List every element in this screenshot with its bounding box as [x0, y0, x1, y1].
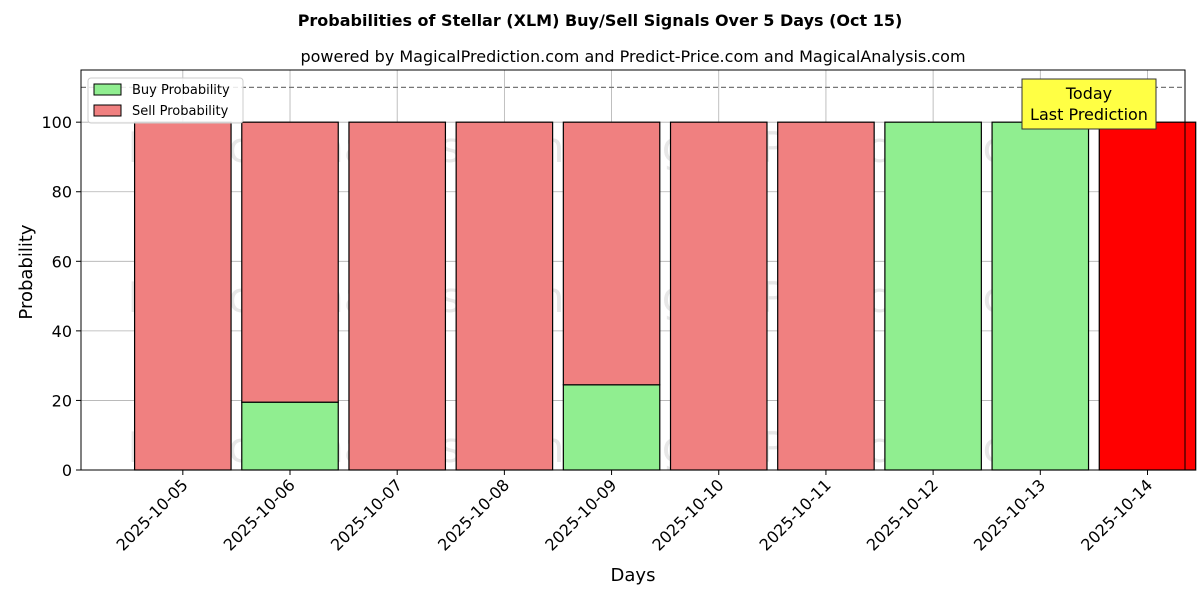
legend-swatch [93, 104, 122, 117]
legend-swatch [93, 83, 122, 96]
bars-layer [133, 121, 1197, 471]
sell-bar [455, 121, 554, 471]
x-tick-label: 2025-10-10 [648, 475, 727, 554]
sell-bar [777, 121, 875, 471]
y-tick-label: 80 [52, 183, 72, 202]
x-tick-label: 2025-10-13 [970, 475, 1049, 554]
chart-title: Probabilities of Stellar (XLM) Buy/Sell … [298, 11, 903, 30]
x-tick-label: 2025-10-05 [112, 475, 191, 554]
today-box [1021, 78, 1157, 130]
last-prediction-label: Last Prediction [1030, 105, 1148, 124]
legend-label: Buy Probability [132, 83, 230, 98]
x-tick-label: 2025-10-06 [220, 475, 299, 554]
plot-frame [80, 69, 1186, 471]
sell-bar [241, 121, 339, 403]
buy-bar [562, 384, 661, 471]
x-tick-label: 2025-10-08 [434, 475, 513, 554]
y-tick-label: 100 [41, 113, 72, 132]
today-label: Today [1065, 84, 1112, 103]
x-tick-label: 2025-10-11 [756, 475, 835, 554]
sell-bar [133, 121, 232, 471]
x-axis-label: Days [611, 565, 656, 586]
sell-bar [669, 121, 768, 471]
y-axis-label: Probability [16, 224, 37, 319]
buy-bar [884, 121, 982, 471]
legend-box [87, 77, 244, 124]
buy-bar [991, 121, 1090, 471]
y-tick-label: 60 [52, 252, 72, 271]
legend: Buy Probability Sell Probability [87, 77, 244, 124]
x-tick-label: 2025-10-12 [863, 475, 942, 554]
sell-bar [348, 121, 447, 471]
buy-bar [241, 401, 339, 471]
x-tick-label: 2025-10-09 [541, 475, 620, 554]
legend-label: Sell Probability [132, 104, 229, 119]
y-tick-label: 0 [62, 461, 72, 480]
x-tick-label: 2025-10-14 [1077, 475, 1156, 554]
today-annotation: Today Last Prediction [1021, 78, 1157, 130]
x-tick-label: 2025-10-07 [327, 475, 406, 554]
sell-bar [562, 121, 661, 386]
sell-bar [1098, 121, 1197, 471]
chart-subtitle: powered by MagicalPrediction.com and Pre… [300, 47, 965, 66]
y-tick-label: 40 [52, 322, 72, 341]
y-tick-label: 20 [52, 391, 72, 410]
